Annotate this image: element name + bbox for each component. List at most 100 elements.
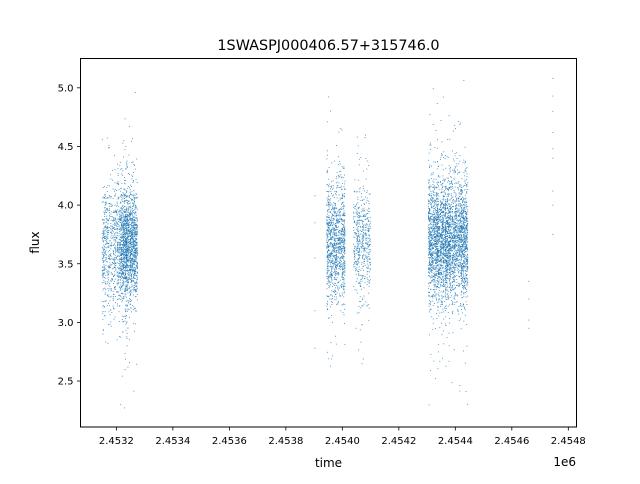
data-point — [124, 216, 126, 218]
data-point — [462, 262, 464, 264]
data-point — [120, 233, 122, 235]
data-point — [127, 253, 129, 255]
data-point — [128, 154, 130, 156]
data-point — [103, 211, 105, 213]
data-point — [129, 232, 130, 234]
data-point — [360, 211, 362, 213]
data-point — [366, 263, 368, 265]
data-point — [328, 248, 330, 250]
data-point — [110, 273, 112, 275]
data-point — [330, 185, 332, 187]
data-point — [340, 257, 342, 259]
data-point — [136, 242, 138, 244]
data-point — [460, 184, 462, 186]
data-point — [114, 257, 116, 259]
data-point — [126, 228, 128, 230]
data-point — [120, 246, 122, 248]
data-point — [436, 194, 438, 196]
data-point — [108, 265, 109, 267]
data-point — [131, 225, 132, 227]
data-point — [333, 243, 335, 245]
data-point — [110, 227, 112, 229]
data-point — [120, 224, 122, 226]
data-point — [446, 263, 448, 265]
data-point — [444, 230, 446, 232]
data-point — [456, 263, 458, 265]
data-point — [342, 167, 344, 169]
data-point — [130, 194, 132, 196]
data-point — [107, 270, 109, 272]
data-point — [462, 249, 464, 251]
data-point — [327, 224, 329, 226]
data-point — [337, 221, 339, 223]
data-point — [132, 304, 133, 306]
data-point — [356, 240, 358, 242]
data-point — [128, 244, 130, 246]
data-point — [136, 265, 138, 266]
data-point — [118, 298, 120, 300]
data-point — [336, 257, 338, 259]
data-point — [339, 229, 341, 231]
data-point — [461, 216, 463, 218]
data-point — [365, 214, 367, 216]
data-point — [124, 182, 125, 184]
data-point — [455, 208, 457, 210]
data-point — [362, 266, 364, 267]
data-point — [120, 216, 122, 218]
data-point — [342, 268, 344, 270]
data-point — [464, 258, 465, 260]
data-point — [112, 220, 114, 222]
data-point — [117, 244, 119, 246]
data-point — [462, 276, 463, 278]
data-point — [130, 207, 132, 209]
data-point — [328, 190, 330, 192]
data-point — [340, 186, 342, 188]
data-point — [366, 284, 368, 286]
data-point — [328, 199, 330, 201]
data-point — [132, 232, 134, 234]
data-point — [122, 208, 124, 210]
data-point — [337, 287, 339, 289]
data-point — [123, 211, 125, 213]
data-point — [117, 248, 119, 250]
data-point — [337, 272, 339, 274]
data-point — [335, 233, 337, 235]
data-point — [119, 267, 121, 269]
data-point — [344, 220, 345, 222]
data-point — [132, 258, 133, 260]
data-point — [110, 228, 112, 230]
data-point — [339, 252, 341, 254]
data-point — [132, 195, 134, 197]
data-point — [326, 219, 328, 221]
data-point — [134, 267, 135, 268]
data-point — [125, 250, 126, 252]
data-point — [434, 328, 436, 329]
data-point — [339, 295, 341, 297]
data-point — [134, 245, 136, 247]
data-point — [129, 243, 131, 245]
data-point — [108, 257, 109, 259]
data-point — [123, 250, 124, 251]
data-point — [122, 215, 124, 217]
data-point — [444, 215, 446, 217]
data-point — [113, 212, 115, 213]
data-point — [124, 245, 125, 247]
data-point — [131, 258, 132, 259]
data-point — [436, 298, 438, 300]
data-point — [434, 161, 436, 163]
data-point — [101, 251, 103, 253]
data-point — [334, 273, 336, 275]
data-point — [131, 269, 132, 270]
data-point — [131, 245, 133, 247]
data-point — [104, 281, 106, 283]
data-point — [132, 278, 134, 280]
data-point — [339, 266, 341, 268]
data-point — [130, 257, 132, 259]
data-point — [124, 202, 125, 204]
data-point — [130, 232, 132, 234]
data-point — [326, 247, 328, 249]
data-point — [125, 249, 126, 250]
data-point — [128, 264, 130, 266]
data-point — [116, 339, 118, 341]
data-point — [129, 189, 131, 191]
